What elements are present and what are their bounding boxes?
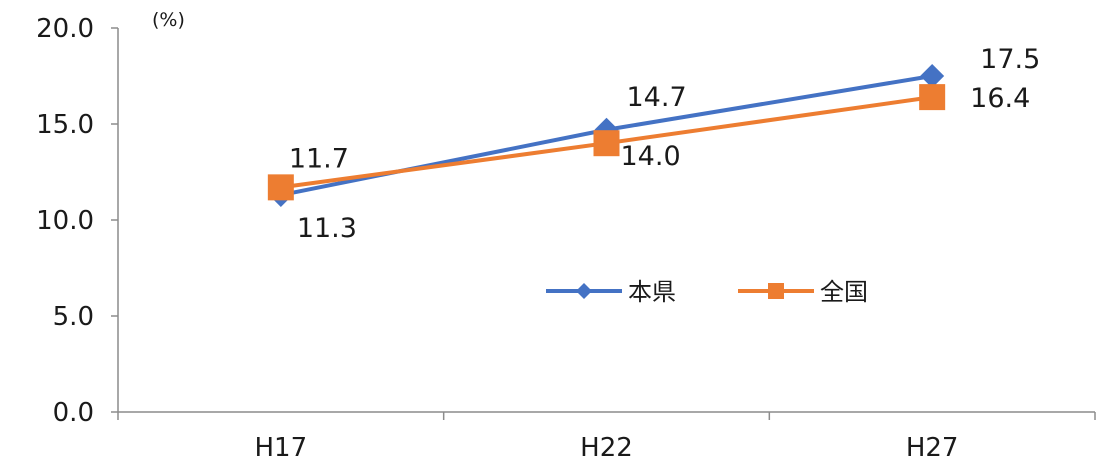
data-label: 11.3 (297, 213, 357, 244)
data-point-square (267, 174, 294, 201)
y-tick-label: 20.0 (36, 14, 94, 44)
y-tick-label: 10.0 (36, 206, 94, 236)
data-label: 14.7 (627, 82, 687, 113)
x-tick-label: H27 (906, 433, 959, 461)
legend-item: 本県 (546, 278, 676, 306)
data-labels: 11.3 14.7 17.5 11.7 14.0 16.4 (289, 44, 1040, 244)
y-axis-unit: (%) (152, 9, 185, 31)
series-national (267, 84, 946, 201)
x-tick-label: H17 (255, 433, 308, 461)
x-tick-label: H22 (580, 433, 633, 461)
axes: 0.0 5.0 10.0 15.0 20.0 H17 H22 H27 (%) (36, 9, 1096, 463)
data-point-diamond (920, 64, 945, 88)
data-label: 14.0 (621, 141, 681, 172)
legend-marker (768, 283, 784, 299)
data-label: 16.4 (970, 83, 1030, 114)
legend-label: 本県 (628, 278, 676, 306)
legend-label: 全国 (820, 278, 868, 306)
y-tick-label: 5.0 (53, 302, 94, 332)
series-layer (267, 64, 946, 208)
legend-marker (576, 283, 592, 299)
legend: 本県 全国 (546, 278, 868, 306)
data-point-square (919, 84, 946, 111)
data-point-square (593, 130, 620, 157)
legend-item: 全国 (738, 278, 868, 306)
y-tick-label: 15.0 (36, 110, 94, 140)
y-tick-label: 0.0 (53, 398, 94, 428)
data-label: 11.7 (289, 143, 349, 174)
data-label: 17.5 (980, 44, 1040, 75)
